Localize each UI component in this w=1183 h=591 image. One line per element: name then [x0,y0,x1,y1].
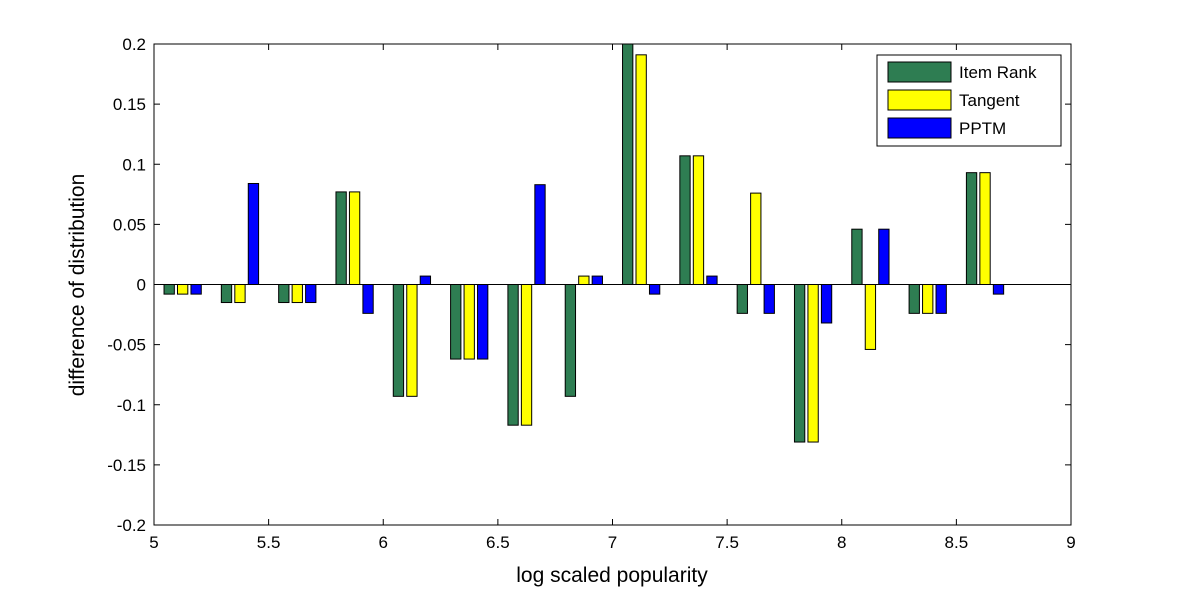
legend-swatch-tangent [887,89,952,111]
bar-item-rank-0 [163,284,175,295]
legend-swatch-pptm [887,117,952,139]
bar-tangent-2 [291,284,303,304]
x-tick-label: 5.5 [257,533,281,552]
bar-tangent-11 [807,284,819,443]
bar-pptm-9 [706,275,718,285]
bar-tangent-9 [692,155,705,285]
y-tick-label: 0 [137,276,146,295]
x-tick-label: 6.5 [486,533,510,552]
y-tick-label: 0.15 [113,95,146,114]
bar-tangent-1 [234,284,246,304]
bar-pptm-11 [820,284,833,324]
bar-tangent-7 [578,275,590,285]
y-tick-label: -0.15 [107,456,146,475]
x-tick-label: 7 [608,533,617,552]
bar-pptm-6 [534,184,546,286]
x-axis-title: log scaled popularity [516,564,708,587]
legend-label-pptm: PPTM [959,119,1006,138]
bar-tangent-10 [750,192,762,285]
bar-pptm-5 [477,284,489,360]
bars-group [163,43,1005,443]
bar-item-rank-13 [908,284,920,314]
bar-item-rank-7 [564,284,577,397]
bar-item-rank-8 [622,43,634,285]
bar-tangent-6 [520,284,533,426]
y-axis-title: difference of distribution [66,174,89,397]
bar-tangent-3 [348,191,361,285]
bar-pptm-2 [305,284,317,304]
bar-tangent-5 [463,284,475,360]
bar-item-rank-9 [679,155,691,285]
bar-tangent-8 [635,54,647,286]
x-tick-label: 5 [149,533,158,552]
y-axis-ticks: -0.2 -0.15 -0.1 -0.05 0 0.05 0.1 0.15 0.2 [107,35,1071,535]
bar-pptm-8 [648,284,661,295]
bar-tangent-13 [922,284,934,314]
bar-item-rank-14 [965,172,978,285]
y-tick-label: 0.2 [122,35,146,54]
bar-item-rank-4 [392,284,405,397]
bar-pptm-3 [362,284,374,314]
bar-item-rank-12 [851,228,863,285]
bar-pptm-10 [763,284,775,314]
y-tick-label: -0.2 [117,516,146,535]
bar-pptm-1 [247,182,260,286]
bar-pptm-7 [591,275,603,285]
bar-tangent-12 [864,284,877,350]
bar-item-rank-11 [793,284,806,443]
legend-label-item-rank: Item Rank [959,63,1037,82]
bar-tangent-4 [406,284,418,397]
y-tick-label: 0.1 [122,155,146,174]
bar-item-rank-5 [450,284,462,360]
legend: Item Rank Tangent PPTM [876,54,1062,147]
x-tick-label: 9 [1066,533,1075,552]
x-tick-label: 8 [837,533,846,552]
x-tick-label: 8.5 [945,533,969,552]
bar-tangent-0 [176,284,189,295]
x-tick-label: 6 [379,533,388,552]
bar-pptm-12 [878,228,890,285]
bar-pptm-14 [992,284,1005,295]
x-axis-ticks: 5 5.5 6 6.5 7 7.5 8 8.5 9 [149,44,1076,552]
y-tick-label: 0.05 [113,215,146,234]
bar-item-rank-3 [335,191,347,285]
bar-item-rank-1 [220,284,233,304]
bar-pptm-0 [190,284,202,295]
x-tick-label: 7.5 [715,533,739,552]
y-tick-label: -0.05 [107,336,146,355]
bar-item-rank-6 [507,284,519,426]
bar-pptm-13 [935,284,947,314]
legend-label-tangent: Tangent [959,91,1020,110]
bar-tangent-14 [979,172,991,285]
bar-item-rank-10 [736,284,748,314]
bar-pptm-4 [419,275,432,285]
legend-swatch-item-rank [887,61,952,83]
y-tick-label: -0.1 [117,396,146,415]
bar-item-rank-2 [278,284,290,304]
